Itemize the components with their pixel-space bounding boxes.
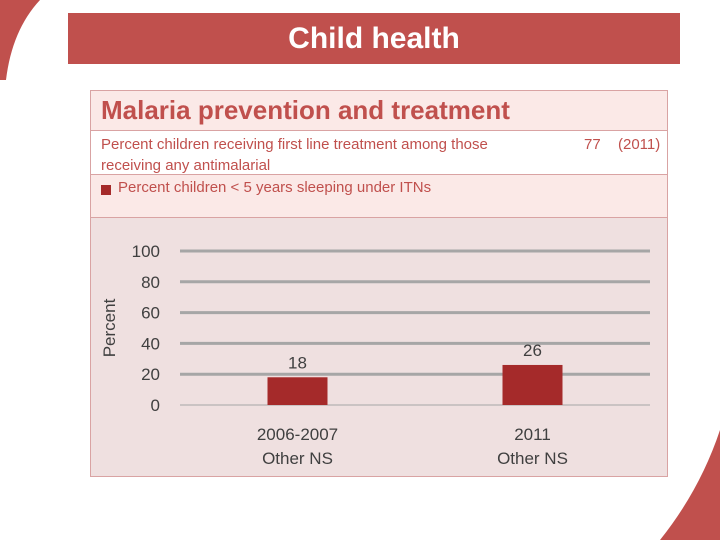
chart-legend: Percent children < 5 years sleeping unde… (91, 175, 667, 218)
y-tick-label: 40 (141, 334, 160, 353)
treatment-info-text: Percent children receiving first line tr… (101, 136, 488, 174)
x-tick-label: Other NS (262, 449, 333, 468)
legend-swatch (101, 185, 111, 195)
corner-decoration (0, 0, 40, 80)
y-tick-label: 80 (141, 273, 160, 292)
panel-header: Malaria prevention and treatment (91, 91, 667, 131)
slide-title: Child health (288, 21, 460, 55)
treatment-info-year: (2011) (618, 136, 661, 153)
data-label: 26 (523, 341, 542, 360)
legend-label: Percent children < 5 years sleeping unde… (118, 179, 432, 196)
data-label: 18 (288, 353, 307, 372)
treatment-info-row: Percent children receiving first line tr… (91, 131, 667, 175)
bar (502, 364, 563, 405)
bar (267, 377, 328, 405)
y-tick-label: 100 (132, 242, 160, 261)
y-tick-label: 20 (141, 365, 160, 384)
y-tick-label: 0 (151, 396, 160, 415)
y-axis-label: Percent (100, 298, 119, 357)
x-tick-label: 2006-2007 (257, 425, 338, 444)
x-tick-label: Other NS (497, 449, 568, 468)
corner-decoration (660, 430, 720, 540)
y-tick-label: 60 (141, 304, 160, 323)
x-tick-label: 2011 (514, 425, 551, 444)
slide-title-bar: Child health (68, 13, 680, 64)
panel-title: Malaria prevention and treatment (101, 95, 510, 125)
treatment-info-value: 77 (584, 136, 601, 153)
malaria-panel: Malaria prevention and treatment Percent… (90, 90, 668, 477)
